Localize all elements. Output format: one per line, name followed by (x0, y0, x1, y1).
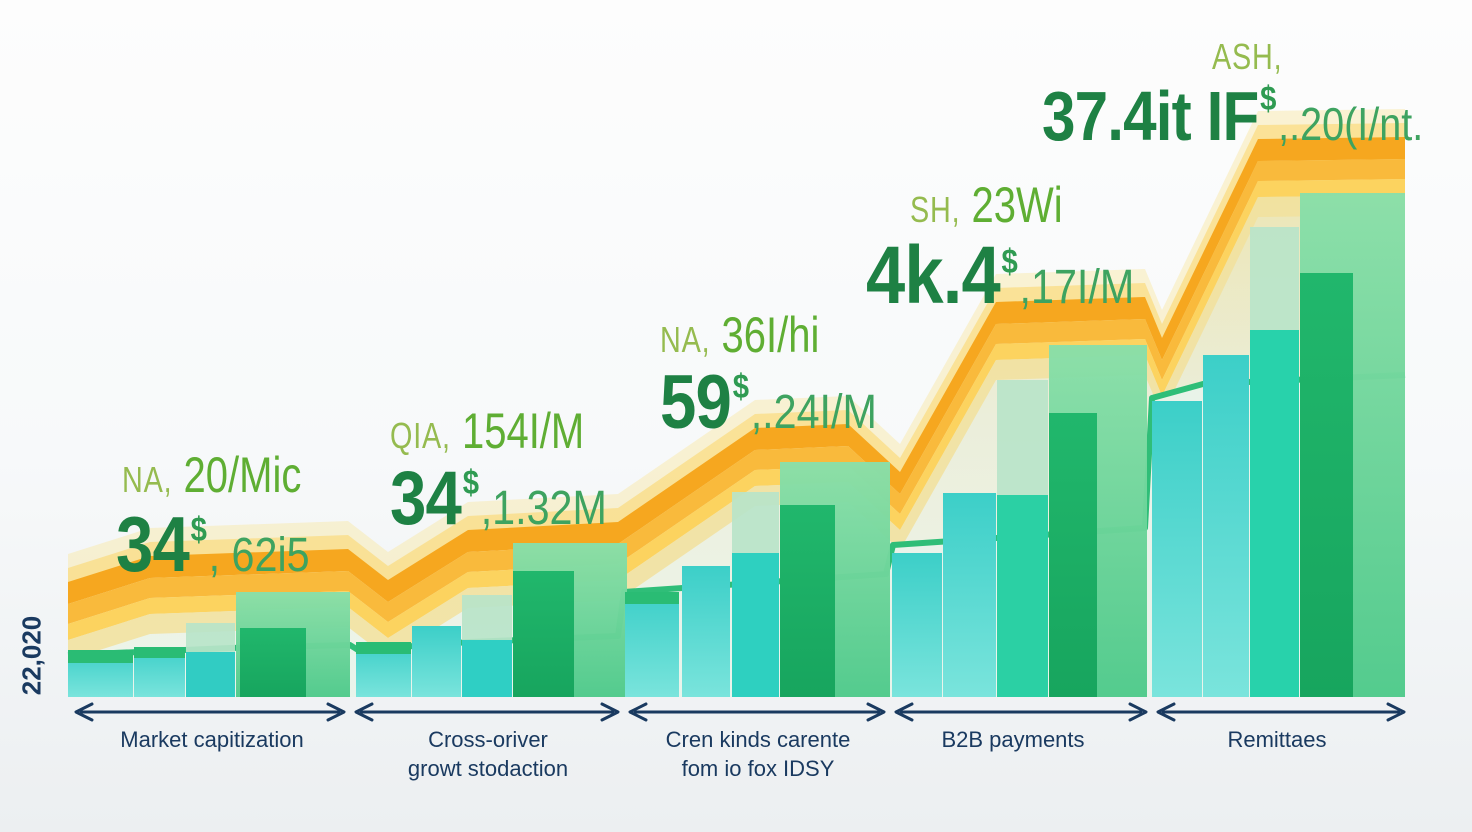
dollar-sup: $ (462, 464, 479, 502)
stat-prefix: QIA, (390, 415, 451, 456)
stat-primary: 34$, 62i5 (116, 505, 314, 583)
category-label-market-cap: Market capitization (52, 726, 372, 755)
ribbon-layer-mid (68, 159, 1405, 624)
dollar-sup: $ (1001, 243, 1018, 281)
stat-rest: ,17I/M (1019, 261, 1135, 314)
stat-value1: 23Wi (971, 177, 1063, 233)
bar (682, 566, 730, 697)
arrowhead-left-icon (354, 702, 374, 722)
bar (462, 640, 512, 697)
arrowhead-right-icon (326, 702, 346, 722)
category-line: Cren kinds carente (665, 727, 851, 752)
stat-secondary: NA, 36I/hi (660, 310, 862, 360)
stat-big-number: 4k.4 (866, 230, 1001, 321)
stat-group-cross: QIA, 154I/M 34$,1.32M (390, 406, 642, 537)
arrowhead-left-icon (894, 702, 914, 722)
category-label-remittances: Remittaes (1117, 726, 1437, 755)
bar-light-top (1250, 227, 1299, 330)
bar (1203, 355, 1249, 697)
stat-group-cren: NA, 36I/hi 59$,.24I/M (660, 310, 912, 441)
bar (625, 592, 679, 697)
bar (1152, 401, 1202, 697)
bar-inner (780, 505, 835, 697)
bar (732, 553, 779, 697)
bar-cap (356, 642, 411, 654)
stat-group-market-cap: NA, 20/Mic 34$, 62i5 (116, 450, 346, 583)
arrowhead-left-icon (1156, 702, 1176, 722)
category-line: Cross-oriver (428, 727, 548, 752)
stat-rest: , 62i5 (208, 529, 310, 582)
category-line: growt stodaction (407, 755, 569, 781)
stat-primary: 34$,1.32M (390, 461, 607, 537)
bar (412, 626, 461, 697)
stat-group-b2b: SH, 23Wi 4k.4$,17I/M (866, 180, 1178, 317)
bar (997, 495, 1048, 697)
arrowhead-right-icon (1128, 702, 1148, 722)
bar (892, 553, 942, 697)
stat-prefix: NA, (122, 459, 173, 500)
bar-inner (513, 571, 574, 697)
stat-value1: 36I/hi (721, 307, 820, 363)
stat-group-remittances: ASH, 37.4it IF$,.20(I/nt. (1042, 36, 1472, 152)
category-line: fom io fox IDSY (681, 755, 835, 781)
category-label-b2b: B2B payments (853, 726, 1173, 755)
stat-secondary: SH, 23Wi (910, 180, 1124, 230)
stat-rest: ,1.32M (480, 482, 607, 535)
stat-prefix: ASH, (1212, 36, 1283, 77)
stat-big-number: 37.4it IF (1042, 77, 1259, 155)
stat-prefix: NA, (660, 319, 711, 360)
stat-primary: 4k.4$,17I/M (866, 235, 1134, 317)
category-line: Market capitization (120, 727, 304, 752)
bar-cap (68, 650, 133, 663)
arrowhead-right-icon (1386, 702, 1406, 722)
category-label-cren: Cren kinds carente fom io fox IDSY (598, 726, 918, 783)
stat-value1: 154I/M (461, 403, 585, 459)
stat-rest: ,.24I/M (750, 386, 877, 439)
stat-secondary: QIA, 154I/M (390, 406, 592, 456)
arrowhead-right-icon (600, 702, 620, 722)
stat-prefix: SH, (910, 189, 961, 230)
bar-light-top (997, 380, 1048, 495)
bar (943, 493, 996, 697)
stat-value1: 20/Mic (183, 447, 302, 503)
stat-primary: 37.4it IF$,.20(I/nt. (1042, 81, 1423, 151)
category-label-cross: Cross-oriver growt stodaction (328, 726, 648, 783)
arrowhead-left-icon (628, 702, 648, 722)
category-line: B2B payments (941, 727, 1085, 752)
bar-inner (1300, 273, 1353, 697)
arrowhead-right-icon (866, 702, 886, 722)
dollar-sup: $ (1260, 80, 1277, 118)
bar-light-top (732, 492, 779, 553)
ribbon-layer-dark (68, 137, 1405, 604)
stat-primary: 59$,.24I/M (660, 365, 877, 441)
bar-inner (1049, 413, 1097, 697)
category-line: Remittaes (1227, 727, 1327, 752)
bar-cap (625, 592, 679, 604)
bar (1250, 330, 1299, 697)
stat-rest: ,.20(I/nt. (1278, 98, 1424, 150)
bar (186, 652, 235, 697)
ribbon-echo-outer (68, 109, 1405, 584)
stat-secondary: ASH, (1212, 36, 1431, 76)
stat-big-number: 59 (660, 360, 732, 445)
stat-secondary: NA, 20/Mic (122, 450, 301, 500)
stat-big-number: 34 (116, 500, 190, 588)
dollar-sup: $ (190, 511, 207, 549)
bar-light-top (462, 595, 512, 640)
arrowhead-left-icon (74, 702, 94, 722)
bar-light-top (186, 623, 235, 652)
bar-inner (240, 628, 306, 697)
ribbon-fade (68, 195, 1405, 660)
bar-cap (134, 647, 185, 658)
y-axis-label: 22,020 (16, 615, 47, 696)
stat-big-number: 34 (390, 456, 462, 541)
dollar-sup: $ (732, 368, 749, 406)
